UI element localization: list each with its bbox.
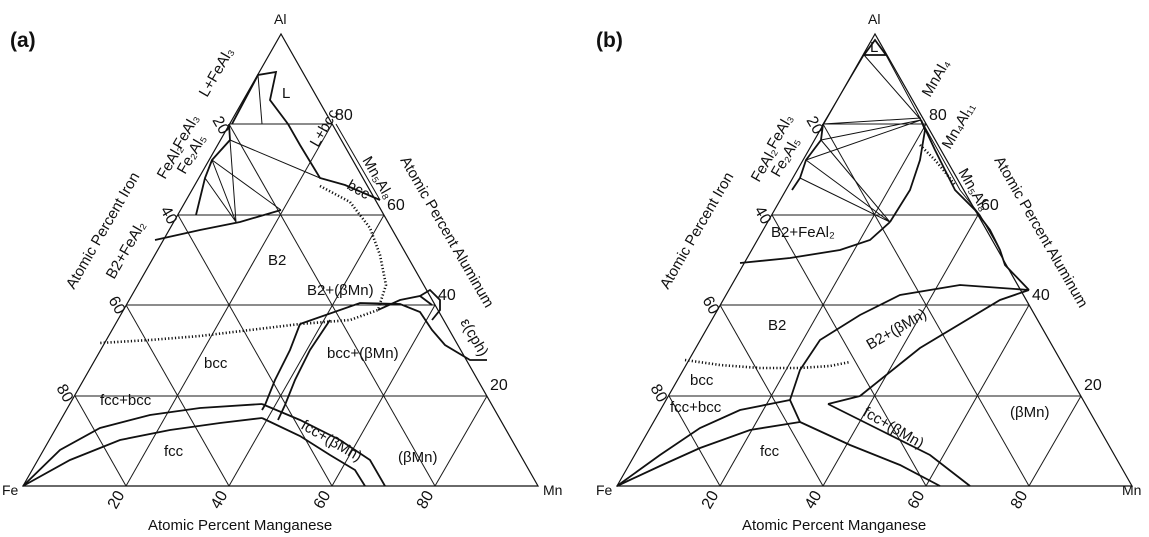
panel-b-fcc-bmn-lower — [799, 421, 941, 487]
panel-b-fcc-bcc-upper — [616, 399, 791, 487]
panel-b-mn4al11-line — [920, 119, 1001, 251]
panel-a-left-ticks: 20 40 60 80 — [53, 114, 233, 406]
panel-a-vertex-fe: Fe — [2, 482, 19, 498]
panel-b-bottom-tick: 40 — [802, 488, 826, 512]
panel-a-label: bcc — [204, 355, 228, 372]
panel-b-left-axis-title: Atomic Percent Iron — [657, 169, 738, 292]
panel-b-grid — [668, 123, 1082, 487]
panel-a-triangle — [21, 32, 540, 487]
panel-b-order-disorder-top — [919, 144, 957, 186]
panel-a-fcc-bcc-lower — [22, 417, 263, 487]
panel-a-vertex-al: Al — [274, 11, 286, 27]
panel-b-label: bcc — [690, 372, 714, 389]
panel-b-tie-lines — [799, 117, 922, 223]
panel-a-bottom-axis-title: Atomic Percent Manganese — [148, 517, 332, 534]
panel-b-bottom-ticks: 20 40 60 80 — [699, 488, 1032, 512]
panel-b-vertex-al: Al — [868, 11, 880, 27]
panel-a-fcc-bmn-upper — [261, 403, 386, 487]
panel-a-bottom-tick: 60 — [311, 488, 335, 512]
panel-b-liquid-loop — [862, 38, 888, 56]
panel-a-order-disorder-line — [99, 184, 388, 345]
panel-b-vertex-mn: Mn — [1122, 482, 1141, 498]
panel-a-label: fcc+bcc — [100, 392, 152, 409]
panel-a-left-tick: 60 — [105, 294, 129, 318]
panel-a-b2-bmn-line — [377, 295, 433, 311]
panel-b-bottom-tick: 20 — [699, 488, 723, 512]
panel-b-letter: (b) — [596, 29, 623, 52]
panel-b: (b) — [596, 11, 1141, 534]
panel-a-left-tick: 20 — [209, 114, 233, 138]
panel-a-label: L+FeAl₃ — [196, 45, 238, 100]
panel-a-right-ticks: 80 60 40 20 — [335, 107, 508, 394]
panel-b-label: B2+(βMn) — [864, 305, 930, 353]
panel-a-bcc-bmn-upper — [299, 302, 487, 361]
panel-a-boundaries — [22, 70, 487, 487]
panel-a-region-labels: L+FeAl₃ L FeAl₃ Fe₂Al₅ FeAl₂ L+bcc Mn₅Al… — [100, 45, 492, 466]
panel-b-label: fcc+bcc — [670, 399, 722, 416]
panel-b-left-tick: 60 — [699, 294, 723, 318]
panel-b-bottom-tick: 80 — [1008, 488, 1032, 512]
panel-a-right-tick: 20 — [490, 377, 508, 394]
panel-a-label: L+bcc — [307, 106, 342, 150]
panel-a-label: L — [282, 85, 290, 102]
panel-a-label: B2+(βMn) — [307, 282, 374, 299]
panel-b-boundaries — [616, 38, 1030, 487]
panel-a-letter: (a) — [10, 29, 36, 52]
panel-a-label: B2 — [268, 252, 286, 269]
panel-b-b2-feal2-line — [739, 221, 891, 264]
panel-b-right-tick: 20 — [1084, 377, 1102, 394]
panel-b-left-tick: 40 — [751, 204, 775, 228]
panel-b-right-tick: 40 — [1032, 287, 1050, 304]
panel-b-left-tick: 80 — [647, 382, 671, 406]
panel-a-fcc-bcc-upper — [22, 403, 263, 487]
panel-b-fcc-bcc-join — [789, 399, 801, 423]
panel-b-bottom-tick: 60 — [905, 488, 929, 512]
panel-b-fcc-bcc-lower — [616, 421, 801, 487]
panel-b-label: MnAl₄ — [919, 57, 954, 100]
panel-b-order-disorder-line — [684, 358, 851, 370]
panel-b-bottom-axis-title: Atomic Percent Manganese — [742, 517, 926, 534]
panel-b-label: fcc+(βMn) — [860, 404, 927, 452]
panel-a-left-tick: 40 — [157, 204, 181, 228]
panel-b-label: (βMn) — [1010, 404, 1049, 421]
panel-b-b2-bmn-line — [789, 284, 1030, 401]
panel-a-b2-feal2-line — [154, 209, 282, 241]
panel-a-label: (βMn) — [398, 449, 437, 466]
panel-a-l-boundary — [257, 74, 263, 125]
panel-a-fcc-bmn-lower — [261, 417, 366, 487]
panel-a-vertex-mn: Mn — [543, 482, 562, 498]
panel-b-label: L — [870, 39, 878, 56]
panel-b-left-tick: 20 — [803, 114, 827, 138]
panel-a-tie-lines — [204, 139, 321, 223]
panel-b-label: fcc — [760, 443, 780, 460]
panel-a: (a) — [2, 11, 562, 534]
panel-a-grid — [74, 123, 488, 487]
panel-a-right-tick: 40 — [438, 287, 456, 304]
panel-b-vertex-fe: Fe — [596, 482, 613, 498]
panel-a-left-tick: 80 — [53, 382, 77, 406]
panel-b-label: B2 — [768, 317, 786, 334]
panel-b-right-ticks: 80 60 40 20 — [929, 107, 1102, 394]
panel-b-label: B2+FeAl₂ — [771, 224, 835, 241]
panel-a-bottom-tick: 40 — [208, 488, 232, 512]
panel-a-eps-loop — [419, 288, 441, 321]
panel-a-bottom-tick: 80 — [414, 488, 438, 512]
panel-b-left-ticks: 20 40 60 80 — [647, 114, 827, 406]
panel-a-bcc-bmn-left — [261, 323, 301, 411]
panel-a-right-tick: 60 — [387, 197, 405, 214]
panel-b-bmn-boundary — [827, 289, 1030, 405]
panel-a-mn5al8-line — [335, 123, 381, 201]
panel-b-right-tick: 60 — [981, 197, 999, 214]
panel-a-bcc-bmn-inner — [277, 319, 331, 421]
panel-a-liquidus-line — [231, 70, 381, 201]
panel-b-mnal4-lines — [822, 54, 922, 125]
panel-a-label: fcc — [164, 443, 184, 460]
panel-a-bottom-tick: 20 — [105, 488, 129, 512]
panel-b-right-tick: 80 — [929, 107, 947, 124]
panel-a-right-tick: 80 — [335, 107, 353, 124]
panel-a-label: bcc+(βMn) — [327, 345, 399, 362]
panel-b-fcc-bmn-upper — [827, 403, 971, 487]
panel-a-bottom-ticks: 20 40 60 80 — [105, 488, 438, 512]
